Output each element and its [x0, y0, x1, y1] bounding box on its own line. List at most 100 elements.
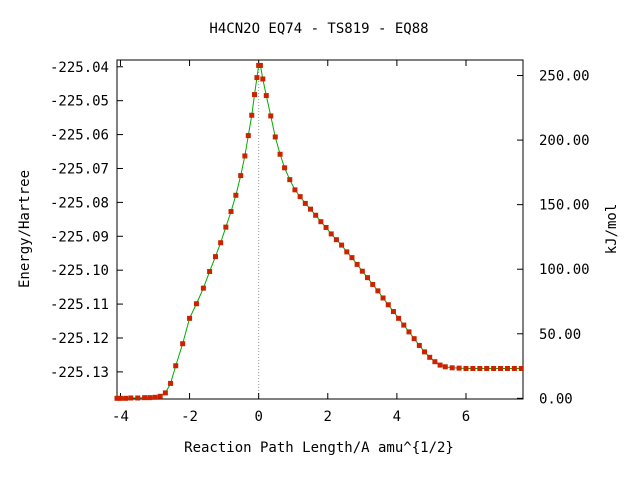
- chart-title: H4CN2O EQ74 - TS819 - EQ88: [209, 21, 428, 37]
- data-point: [449, 365, 455, 371]
- data-point: [456, 365, 462, 371]
- series-path: [117, 64, 522, 399]
- data-point: [318, 219, 324, 225]
- data-point: [277, 151, 283, 157]
- data-point: [142, 395, 148, 401]
- data-point: [162, 390, 168, 396]
- data-point: [263, 93, 269, 99]
- data-point: [200, 285, 206, 291]
- data-point: [442, 364, 448, 370]
- y2-tick-label: 100.00: [539, 262, 590, 278]
- data-point: [406, 329, 412, 335]
- data-point: [257, 62, 263, 68]
- x-tick-label: -2: [181, 409, 198, 425]
- y-tick-label: -225.05: [50, 94, 109, 110]
- data-point: [128, 395, 134, 401]
- data-point: [518, 365, 524, 371]
- data-point: [477, 365, 483, 371]
- data-point: [339, 242, 345, 248]
- data-point: [212, 254, 218, 260]
- data-point: [157, 393, 163, 399]
- data-point: [349, 255, 355, 261]
- data-point: [207, 269, 213, 275]
- energy-profile-line: [117, 64, 522, 399]
- data-point: [308, 206, 313, 212]
- data-point: [223, 224, 229, 230]
- data-point: [302, 200, 308, 206]
- data-point: [228, 209, 234, 215]
- data-point: [323, 224, 329, 230]
- data-point: [252, 92, 258, 98]
- x-tick-label: 4: [393, 409, 401, 425]
- y-tick-label: -225.07: [50, 161, 109, 177]
- y-tick-label: -225.10: [50, 263, 109, 279]
- axis-ticks: [117, 60, 523, 399]
- data-point: [117, 395, 123, 401]
- x-tick-label: 0: [254, 409, 262, 425]
- data-point: [242, 153, 248, 159]
- y2-tick-label: 250.00: [539, 69, 590, 85]
- y-tick-label: -225.11: [50, 297, 109, 313]
- data-point: [233, 192, 239, 198]
- y-axis-label: Energy/Hartree: [17, 170, 33, 288]
- y2-tick-label: 200.00: [539, 133, 590, 149]
- data-point: [328, 231, 334, 237]
- data-point: [268, 113, 274, 119]
- data-point: [245, 133, 251, 139]
- data-point: [173, 363, 179, 369]
- data-point: [504, 365, 510, 371]
- data-point: [287, 177, 293, 183]
- data-point: [484, 365, 490, 371]
- y-tick-label: -225.06: [50, 128, 109, 144]
- data-point: [370, 281, 376, 287]
- y2-axis-label: kJ/mol: [604, 204, 620, 255]
- data-point: [385, 302, 391, 308]
- data-point: [193, 301, 199, 307]
- y-tick-label: -225.12: [50, 331, 109, 347]
- energy-profile-points: [114, 62, 524, 401]
- data-point: [152, 394, 158, 400]
- data-point: [114, 395, 120, 401]
- data-point: [427, 354, 433, 360]
- x-tick-label: 2: [324, 409, 332, 425]
- data-point: [187, 315, 193, 321]
- data-point: [375, 288, 381, 294]
- data-point: [218, 240, 224, 246]
- data-point: [272, 134, 278, 140]
- data-point: [147, 395, 153, 401]
- x-tick-label: 6: [462, 409, 470, 425]
- data-point: [238, 173, 244, 179]
- plot-area-frame: [116, 59, 524, 400]
- data-point: [249, 112, 255, 118]
- data-point: [491, 365, 497, 371]
- data-point: [511, 365, 517, 371]
- data-point: [313, 212, 319, 218]
- data-point: [180, 341, 186, 347]
- data-point: [470, 365, 476, 371]
- y-tick-label: -225.08: [50, 195, 109, 211]
- data-point: [135, 395, 141, 401]
- data-point: [359, 268, 365, 274]
- data-point: [411, 336, 417, 342]
- y-tick-label: -225.09: [50, 229, 109, 245]
- data-point: [297, 194, 303, 200]
- y2-tick-label: 0.00: [539, 391, 573, 407]
- data-point: [422, 349, 428, 355]
- axis-tick-labels: -4 -2 0 2 4 6 -225.04 -225.05 -225.06 -225.07 -225…: [50, 60, 590, 425]
- data-point: [390, 309, 396, 315]
- data-point: [432, 359, 438, 365]
- data-point: [123, 395, 129, 401]
- x-axis-label: Reaction Path Length/A amu^{1/2}: [184, 440, 454, 456]
- data-point: [401, 322, 407, 328]
- x-tick-label: -4: [112, 409, 129, 425]
- data-point: [282, 165, 288, 171]
- data-point: [168, 380, 174, 386]
- y2-tick-label: 150.00: [539, 198, 590, 214]
- data-point: [254, 75, 260, 81]
- data-point: [354, 261, 360, 267]
- data-point: [344, 249, 350, 255]
- data-point: [463, 365, 469, 371]
- data-point: [498, 365, 504, 371]
- data-point: [365, 275, 371, 281]
